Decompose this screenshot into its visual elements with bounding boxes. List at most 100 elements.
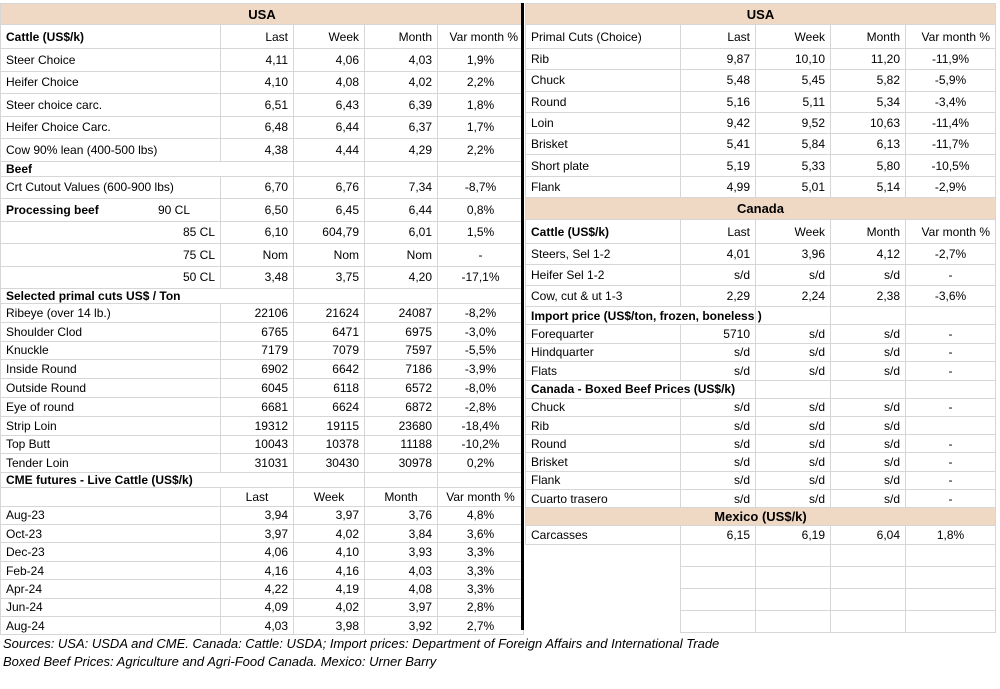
- cell-month: Nom: [364, 243, 438, 267]
- cell-var-month: 1,8%: [436, 93, 525, 117]
- row-label: Steers, Sel 1-2: [525, 243, 681, 266]
- column-header-month: Month: [830, 219, 906, 245]
- table-row: 50 CL 3,48 3,75 4,20 -17,1%: [0, 265, 525, 289]
- section-label: Beef: [0, 160, 294, 177]
- empty-cell: [830, 379, 906, 399]
- empty-cell: [830, 587, 906, 611]
- cell-month: 5,14: [830, 175, 906, 199]
- cell-month: 6,01: [364, 220, 438, 244]
- empty-cell: [755, 587, 831, 611]
- empty-cell: [755, 565, 831, 589]
- cell-last: 7179: [220, 340, 294, 361]
- table-row: Strip Loin 19312 19115 23680 -18,4%: [0, 415, 525, 436]
- cell-week: 4,16: [293, 560, 365, 581]
- empty-cell: [526, 588, 681, 610]
- cell-week: 3,75: [293, 265, 365, 289]
- cell-last: 31031: [220, 453, 294, 474]
- table-row: Ribeye (over 14 lb.) 22106 21624 24087 -8,2%: [0, 303, 525, 323]
- row-label: Shoulder Clod: [0, 321, 221, 342]
- empty-row: [526, 543, 997, 567]
- cell-last: 3,94: [220, 505, 294, 526]
- section-header-row: Canada - Boxed Beef Prices (US$/k): [525, 379, 997, 399]
- cell-last: s/d: [680, 361, 756, 381]
- cell-month: 24087: [364, 303, 438, 323]
- cell-week: 6471: [293, 321, 365, 342]
- cell-week: 3,98: [293, 616, 365, 636]
- table-row: Processing beef 90 CL 6,50 6,45 6,44 0,8%: [0, 198, 525, 222]
- empty-cell: [755, 379, 831, 399]
- table-row: Outside Round 6045 6118 6572 -8,0%: [0, 378, 525, 398]
- table-row: Oct-23 3,97 4,02 3,84 3,6%: [0, 524, 525, 544]
- cell-last: 6,50: [220, 198, 294, 222]
- cell-week: 5,45: [755, 69, 831, 92]
- table-row: Chuck s/d s/d s/d -: [525, 397, 997, 417]
- row-label: Ribeye (over 14 lb.): [0, 303, 221, 323]
- cell-week: s/d: [755, 361, 831, 381]
- table-row: Loin 9,42 9,52 10,63 -11,4%: [525, 111, 997, 135]
- column-header-week: Week: [755, 219, 831, 245]
- cell-week: 2,24: [755, 285, 831, 308]
- cell-month: 5,34: [830, 90, 906, 113]
- column-header-month: Month: [364, 487, 438, 507]
- table-row: Eye of round 6681 6624 6872 -2,8%: [0, 396, 525, 417]
- cell-var-month: 3,6%: [436, 524, 525, 544]
- empty-cell: [293, 288, 365, 304]
- cell-week: 4,44: [293, 138, 365, 162]
- cell-last: 19312: [220, 415, 294, 436]
- cell-last: 9,42: [680, 111, 756, 135]
- region-header-row: Mexico (US$/k): [524, 507, 997, 527]
- cell-week: 6,19: [755, 525, 831, 545]
- column-header-row: Last Week Month Var month %: [0, 487, 525, 507]
- column-group-label: Cattle (US$/k): [0, 24, 221, 49]
- empty-cell: [364, 288, 438, 304]
- column-header-row: Cattle (US$/k) Last Week Month Var month %: [0, 24, 525, 49]
- cell-last: 6902: [220, 359, 294, 380]
- cell-var-month: 2,2%: [436, 70, 525, 94]
- row-label: Chuck: [525, 69, 681, 92]
- column-header-week: Week: [755, 24, 831, 49]
- empty-cell: [436, 288, 525, 304]
- table-row: Aug-24 4,03 3,98 3,92 2,7%: [0, 616, 525, 636]
- cell-last: s/d: [680, 415, 756, 436]
- column-header-last: Last: [220, 487, 294, 507]
- table-row: Apr-24 4,22 4,19 4,08 3,3%: [0, 579, 525, 599]
- table-row: Cuarto trasero s/d s/d s/d -: [525, 489, 997, 509]
- table-row: Steer choice carc. 6,51 6,43 6,39 1,8%: [0, 93, 525, 117]
- cell-var-month: -11,9%: [904, 47, 997, 71]
- cell-month: s/d: [830, 397, 906, 417]
- table-row: Brisket 5,41 5,84 6,13 -11,7%: [525, 133, 997, 156]
- region-header-label: USA: [0, 3, 525, 25]
- row-label: Heifer Sel 1-2: [525, 264, 681, 287]
- column-header-week: Week: [293, 487, 365, 507]
- cell-week: 21624: [293, 303, 365, 323]
- cell-last: 4,09: [220, 597, 294, 618]
- empty-cell: [904, 565, 997, 589]
- cell-var-month: -18,4%: [436, 415, 525, 436]
- cell-last: 4,06: [220, 542, 294, 562]
- table-row: Rib 9,87 10,10 11,20 -11,9%: [525, 47, 997, 71]
- cell-week: s/d: [755, 470, 831, 491]
- cell-var-month: -11,7%: [904, 133, 997, 156]
- region-header-row: USA: [0, 3, 525, 25]
- table-divider: [521, 3, 524, 630]
- table-row: Forequarter 5710 s/d s/d -: [525, 324, 997, 344]
- row-label: 85 CL: [0, 220, 221, 244]
- cell-var-month: 1,5%: [436, 220, 525, 244]
- table-row: Heifer Sel 1-2 s/d s/d s/d -: [525, 264, 997, 287]
- table-row: Knuckle 7179 7079 7597 -5,5%: [0, 340, 525, 361]
- column-header-row: Cattle (US$/k) Last Week Month Var month %: [525, 219, 997, 245]
- column-header-week: Week: [293, 24, 365, 49]
- empty-row: [526, 565, 997, 589]
- cell-var-month: -: [904, 470, 997, 491]
- row-label: Loin: [525, 111, 681, 135]
- cell-last: 6765: [220, 321, 294, 342]
- cell-week: s/d: [755, 342, 831, 363]
- table-row: 75 CL Nom Nom Nom -: [0, 243, 525, 267]
- cell-month: s/d: [830, 434, 906, 454]
- row-label: Outside Round: [0, 378, 221, 398]
- cell-month: 6,37: [364, 115, 438, 139]
- row-label: Tender Loin: [0, 453, 221, 474]
- section-header-row: Beef: [0, 160, 525, 177]
- table-row: Flats s/d s/d s/d -: [525, 361, 997, 381]
- row-label: Round: [525, 90, 681, 113]
